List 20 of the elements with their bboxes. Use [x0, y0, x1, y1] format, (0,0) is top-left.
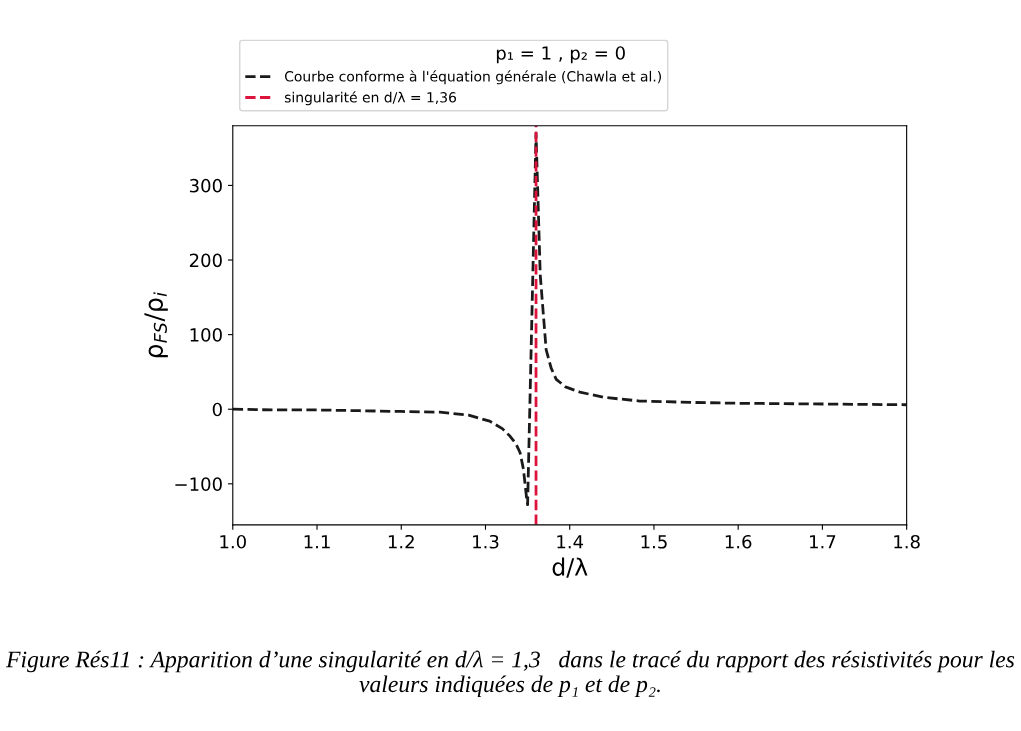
y-axis-title: ρ$_{FS}$/ρ$_{i}$ — [144, 292, 168, 358]
x-tick-label: 1.8 — [894, 534, 920, 549]
x-tick-label: 1.6 — [725, 534, 752, 549]
x-tick-label: 1.4 — [557, 535, 584, 549]
x-tick-label: 1.1 — [304, 535, 330, 549]
y-tick-label: 200 — [189, 253, 222, 268]
x-tick-label: 1.7 — [810, 535, 836, 549]
y-tick-label: 300 — [189, 178, 222, 193]
x-axis-title: d/λ — [552, 557, 588, 578]
legend-label: singularité en d/λ = 1,36 — [284, 91, 457, 106]
x-tick-label: 1.3 — [473, 534, 499, 549]
x-tick-label: 1.5 — [641, 535, 667, 549]
x-tick-label: 1.2 — [388, 534, 414, 549]
y-tick-label: 100 — [190, 328, 222, 342]
y-tick-label: 0 — [212, 402, 222, 417]
legend-label: Courbe conforme à l'équation générale (Chawla et al.) — [284, 70, 661, 85]
x-tick-label: 1.0 — [220, 534, 246, 549]
text: Figure Rés11 : Apparition d’une singularité en d/λ = 1,3 dans le tracé du rapport des résistivités pour les valeurs indiquées de p₁ et de p₂. — [5, 650, 1015, 697]
y-tick-label: −100 — [175, 477, 222, 491]
legend-title: p₁ = 1 , p₂ = 0 — [496, 46, 625, 64]
